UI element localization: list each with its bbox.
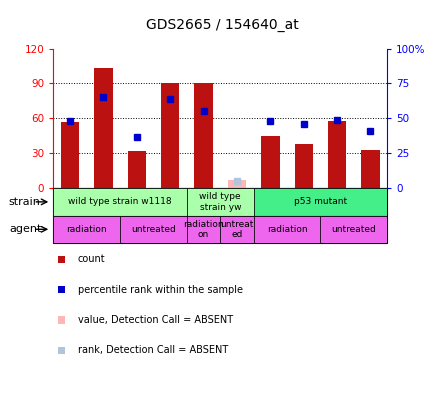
Bar (61, 122, 79, 188)
Bar (320, 215, 387, 243)
Bar (161, 83, 179, 188)
Bar (120, 215, 187, 243)
Bar (58, 286, 65, 293)
Bar (128, 151, 146, 188)
Text: untreat
ed: untreat ed (220, 220, 254, 239)
Bar (254, 188, 387, 215)
Text: wild type strain w1118: wild type strain w1118 (69, 197, 172, 207)
Text: percentile rank within the sample: percentile rank within the sample (78, 285, 243, 294)
Text: untreated: untreated (332, 225, 376, 234)
Bar (58, 347, 65, 354)
Text: count: count (78, 254, 105, 264)
Bar (261, 136, 279, 188)
Bar (187, 188, 254, 215)
Text: value, Detection Call = ABSENT: value, Detection Call = ABSENT (78, 315, 233, 325)
Bar (328, 121, 346, 188)
Text: rank, Detection Call = ABSENT: rank, Detection Call = ABSENT (78, 345, 228, 355)
Bar (228, 180, 246, 188)
Text: radiation
on: radiation on (183, 220, 224, 239)
Bar (187, 215, 220, 243)
Bar (58, 256, 65, 263)
Text: agent: agent (9, 224, 41, 234)
Bar (194, 83, 213, 188)
Text: strain: strain (9, 197, 41, 207)
Bar (361, 150, 380, 188)
Bar (94, 68, 113, 188)
Bar (53, 188, 187, 215)
Text: radiation: radiation (267, 225, 307, 234)
Bar (220, 215, 254, 243)
Bar (53, 215, 120, 243)
Text: radiation: radiation (66, 225, 107, 234)
Text: wild type
strain yw: wild type strain yw (199, 192, 241, 211)
Bar (295, 144, 313, 188)
Text: untreated: untreated (131, 225, 176, 234)
Text: p53 mutant: p53 mutant (294, 197, 347, 207)
Text: GDS2665 / 154640_at: GDS2665 / 154640_at (146, 18, 299, 32)
Bar (254, 215, 320, 243)
Bar (58, 316, 65, 324)
